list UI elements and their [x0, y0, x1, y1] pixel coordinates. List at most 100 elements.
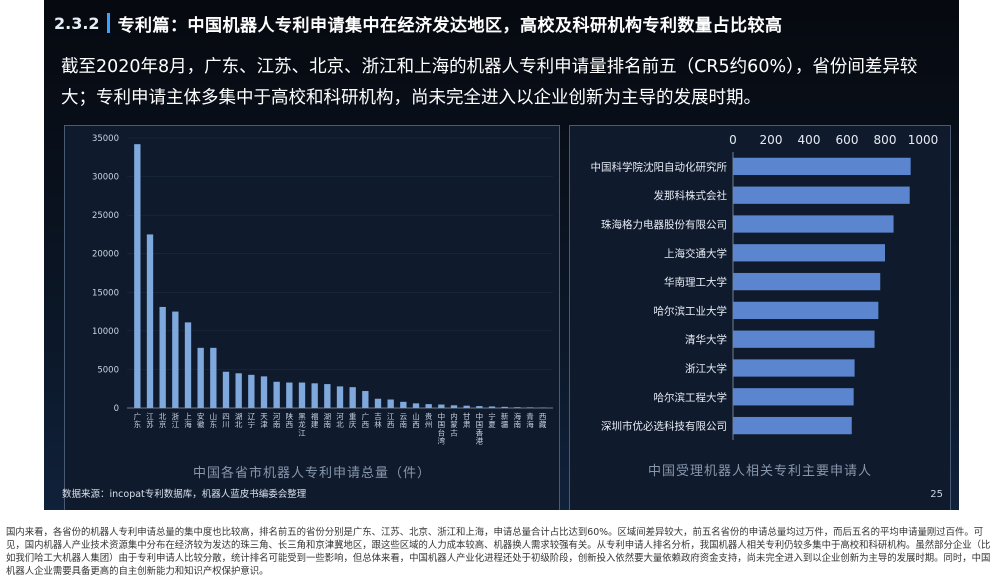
summary-text: 截至2020年8月，广东、江苏、北京、浙江和上海的机器人专利申请量排名前五（CR… [61, 57, 918, 108]
bar [311, 383, 318, 408]
bar [172, 311, 179, 408]
bar [349, 387, 356, 408]
bar [260, 376, 268, 408]
y-tick-label: 浙江大学 [685, 362, 727, 375]
bar [450, 405, 458, 408]
x-tick-label: 河北 [336, 412, 344, 429]
x-tick-label: 600 [836, 133, 859, 147]
province-chart-title: 中国各省市机器人专利申请总量（件） [192, 466, 431, 481]
bar [463, 405, 470, 408]
bar [336, 386, 344, 408]
bar [438, 404, 445, 408]
y-tick-label: 哈尔滨工程大学 [654, 391, 728, 404]
x-tick-label: 200 [760, 133, 783, 147]
y-tick-label: 35000 [92, 134, 119, 144]
bar [733, 416, 852, 435]
y-tick-label: 5000 [97, 365, 119, 375]
bar [273, 381, 280, 408]
bar [488, 406, 496, 408]
x-tick-label: 1000 [908, 133, 939, 147]
bar [286, 382, 293, 408]
y-tick-label: 发那科株式会社 [654, 189, 728, 202]
x-tick-label: 天津 [260, 412, 268, 429]
data-source: 数据来源：incopat专利数据库，机器人蓝皮书编委会整理 [62, 489, 307, 500]
x-tick-label: 宁夏 [488, 411, 496, 429]
x-tick-label: 广东 [134, 411, 142, 429]
x-tick-label: 内蒙古 [450, 411, 458, 437]
y-tick-label: 华南理工大学 [664, 276, 727, 289]
y-tick-label: 0 [114, 404, 119, 414]
x-tick-label: 江苏 [146, 412, 154, 429]
bar [298, 382, 306, 408]
bar [146, 234, 154, 408]
province-bar-chart: 0 5000 10000 15000 20000 25000 30000 35000 广东江苏北… [92, 134, 553, 446]
bar [134, 144, 141, 408]
x-tick-label: 陕西 [286, 411, 294, 429]
bar [374, 398, 382, 408]
bar [324, 384, 331, 408]
x-tick-label: 浙江 [172, 411, 180, 429]
bar [733, 272, 881, 291]
x-tick-label: 湖南 [324, 412, 332, 429]
y-tick-label: 25000 [92, 211, 119, 221]
x-tick-label: 河南 [273, 412, 281, 429]
y-tick-label: 15000 [92, 288, 119, 298]
section-title: 专利篇：中国机器人专利申请集中在经济发达地区，高校及科研机构专利数量占比较高 [117, 15, 783, 36]
page-number: 25 [930, 489, 943, 500]
section-header: 2.3.2 专利篇：中国机器人专利申请集中在经济发达地区，高校及科研机构专利数量… [54, 8, 783, 38]
bar [733, 330, 875, 348]
x-tick-label: 青海 [526, 411, 534, 429]
x-tick-label: 西藏 [539, 412, 547, 429]
bar [514, 407, 521, 408]
bar [210, 347, 217, 408]
bar [733, 388, 854, 406]
bar [733, 244, 885, 262]
x-tick-label: 江西 [387, 412, 395, 429]
x-tick-label: 中国台湾 [438, 411, 446, 446]
x-tick-label: 辽宁 [248, 412, 256, 429]
y-tick-label: 20000 [92, 250, 119, 260]
applicant-chart-title: 中国受理机器人相关专利主要申请人 [647, 464, 872, 479]
x-tick-label: 福建 [311, 412, 319, 429]
y-tick-label: 30000 [92, 173, 119, 183]
x-tick-label: 山东 [210, 411, 218, 429]
bar [526, 407, 534, 408]
applicant-bar-chart: 0 200 400 600 800 1000 中国科学院沈阳自动化研究所发那科株式会社珠海格… [591, 133, 939, 440]
bar [248, 374, 255, 408]
bar [733, 301, 879, 320]
bar [501, 406, 508, 408]
x-tick-label: 吉林 [374, 412, 382, 429]
bar [235, 373, 242, 408]
y-tick-label: 珠海格力电器股份有限公司 [601, 218, 727, 231]
bar [476, 406, 483, 408]
bar [733, 215, 894, 233]
bar [159, 306, 166, 408]
bar [184, 322, 192, 408]
x-tick-label: 400 [798, 133, 821, 147]
bar [425, 404, 432, 408]
x-tick-label: 0 [729, 133, 737, 147]
applicant-chart-panel: 0 200 400 600 800 1000 中国科学院沈阳自动化研究所发那科株式会社珠海格… [569, 125, 951, 510]
x-tick-label: 贵州 [425, 411, 433, 429]
x-tick-label: 黑龙江 [298, 412, 306, 437]
bar [733, 157, 911, 176]
x-tick-label: 四川 [222, 412, 230, 429]
x-tick-label: 北京 [159, 412, 167, 429]
x-tick-label: 中国香港 [476, 411, 484, 446]
y-tick-label: 中国科学院沈阳自动化研究所 [591, 160, 728, 173]
y-tick-label: 10000 [92, 327, 119, 337]
x-tick-label: 广西 [362, 411, 370, 429]
x-tick-label: 海南 [514, 411, 522, 429]
x-tick-label: 上海 [184, 412, 192, 429]
bar [197, 347, 204, 408]
x-tick-label: 800 [874, 133, 897, 147]
bar [222, 371, 230, 408]
x-tick-label: 新疆 [501, 411, 509, 429]
commentary-text: 国内来看，各省份的机器人专利申请总量的集中度也比较高，排名前五的省份分别是广东、… [6, 527, 991, 577]
x-tick-label: 甘肃 [463, 411, 471, 429]
x-tick-label: 湖北 [235, 412, 243, 429]
x-tick-label: 重庆 [349, 412, 357, 429]
bar [362, 391, 369, 408]
province-chart-panel: 0 5000 10000 15000 20000 25000 30000 35000 广东 江苏北… [64, 125, 560, 510]
bar [733, 359, 855, 377]
